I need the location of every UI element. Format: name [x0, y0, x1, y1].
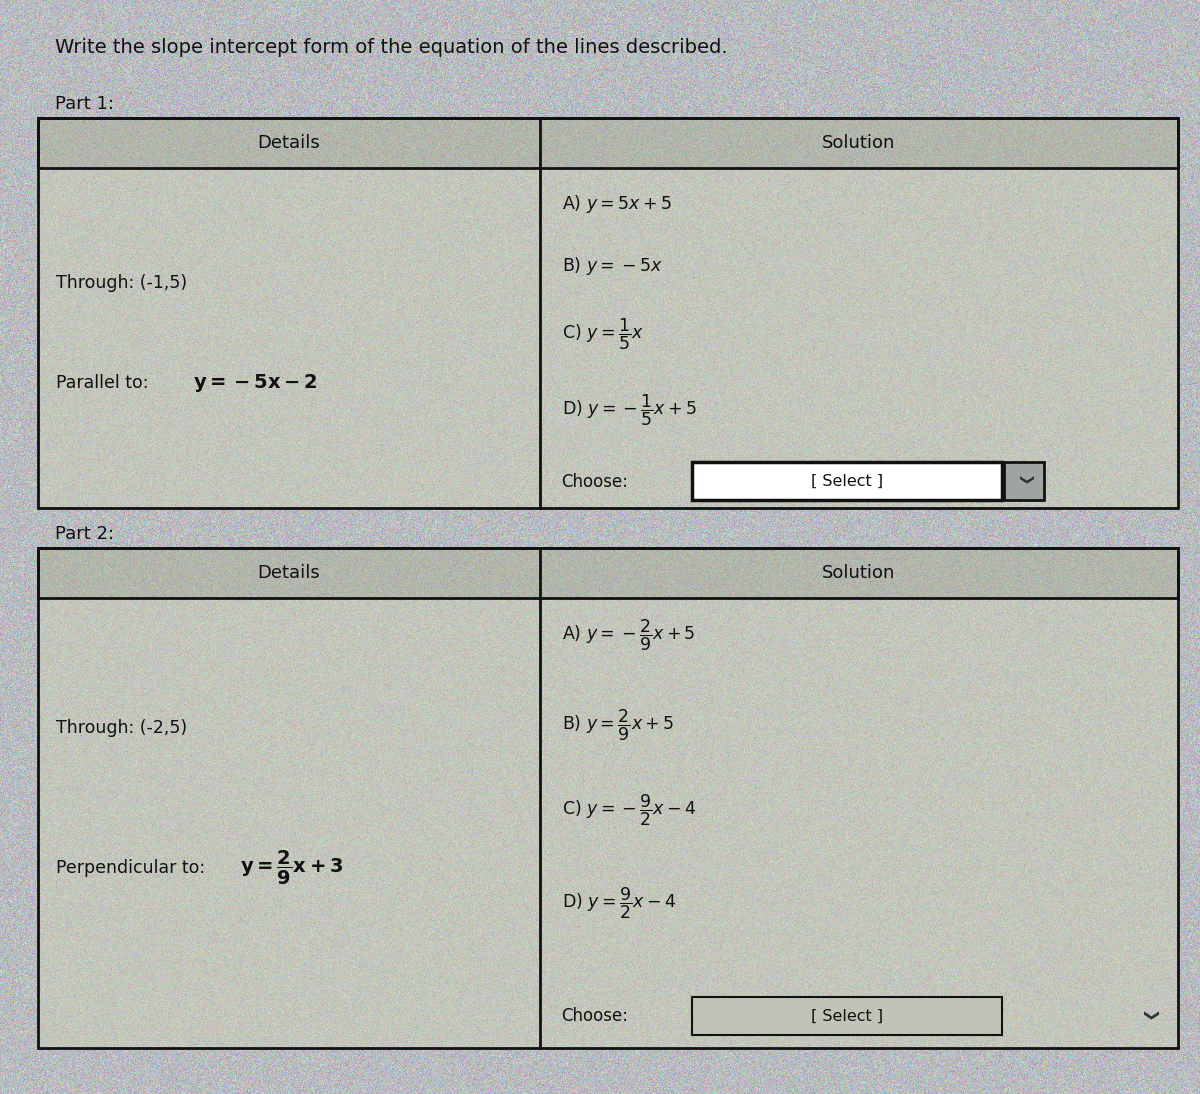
Text: Solution: Solution	[822, 565, 895, 582]
Text: $\mathbf{y=\dfrac{2}{9}x+3}$: $\mathbf{y=\dfrac{2}{9}x+3}$	[240, 849, 343, 887]
Bar	[1003, 462, 1044, 500]
Text: Part 1:: Part 1:	[55, 95, 114, 113]
Text: Parallel to:: Parallel to:	[56, 374, 154, 392]
Text: A) $y=5x+5$: A) $y=5x+5$	[562, 193, 672, 216]
Text: [ Select ]: [ Select ]	[810, 1009, 883, 1024]
Text: C) $y=-\dfrac{9}{2}x-4$: C) $y=-\dfrac{9}{2}x-4$	[562, 793, 696, 828]
Text: C) $y=\dfrac{1}{5}x$: C) $y=\dfrac{1}{5}x$	[562, 317, 643, 352]
Text: Choose:: Choose:	[562, 1006, 629, 1025]
Text: $\mathbf{y=-5x-2}$: $\mathbf{y=-5x-2}$	[193, 372, 318, 394]
Bar	[691, 462, 1002, 500]
Text: D) $y=\dfrac{9}{2}x-4$: D) $y=\dfrac{9}{2}x-4$	[562, 886, 676, 921]
Text: Through: (-1,5): Through: (-1,5)	[56, 274, 187, 292]
Text: Perpendicular to:: Perpendicular to:	[56, 859, 211, 877]
Text: Details: Details	[258, 133, 320, 152]
Bar	[38, 118, 1178, 508]
Text: Through: (-2,5): Through: (-2,5)	[56, 719, 187, 737]
Text: Part 2:: Part 2:	[55, 525, 114, 543]
Bar	[691, 997, 1002, 1035]
Text: [ Select ]: [ Select ]	[810, 474, 883, 489]
Text: ❯: ❯	[1140, 1010, 1156, 1023]
Text: Choose:: Choose:	[562, 473, 629, 491]
Text: B) $y=\dfrac{2}{9}x+5$: B) $y=\dfrac{2}{9}x+5$	[562, 708, 673, 744]
Text: Write the slope intercept form of the equation of the lines described.: Write the slope intercept form of the eq…	[55, 38, 727, 57]
Bar	[38, 548, 1178, 1048]
Text: Details: Details	[258, 565, 320, 582]
Text: D) $y=-\dfrac{1}{5}x+5$: D) $y=-\dfrac{1}{5}x+5$	[562, 393, 696, 429]
Text: Solution: Solution	[822, 133, 895, 152]
Text: A) $y=-\dfrac{2}{9}x+5$: A) $y=-\dfrac{2}{9}x+5$	[562, 618, 695, 653]
Text: B) $y=-5x$: B) $y=-5x$	[562, 255, 662, 277]
Bar	[38, 548, 1178, 598]
Bar	[38, 118, 1178, 168]
Text: ❯: ❯	[1016, 475, 1031, 487]
